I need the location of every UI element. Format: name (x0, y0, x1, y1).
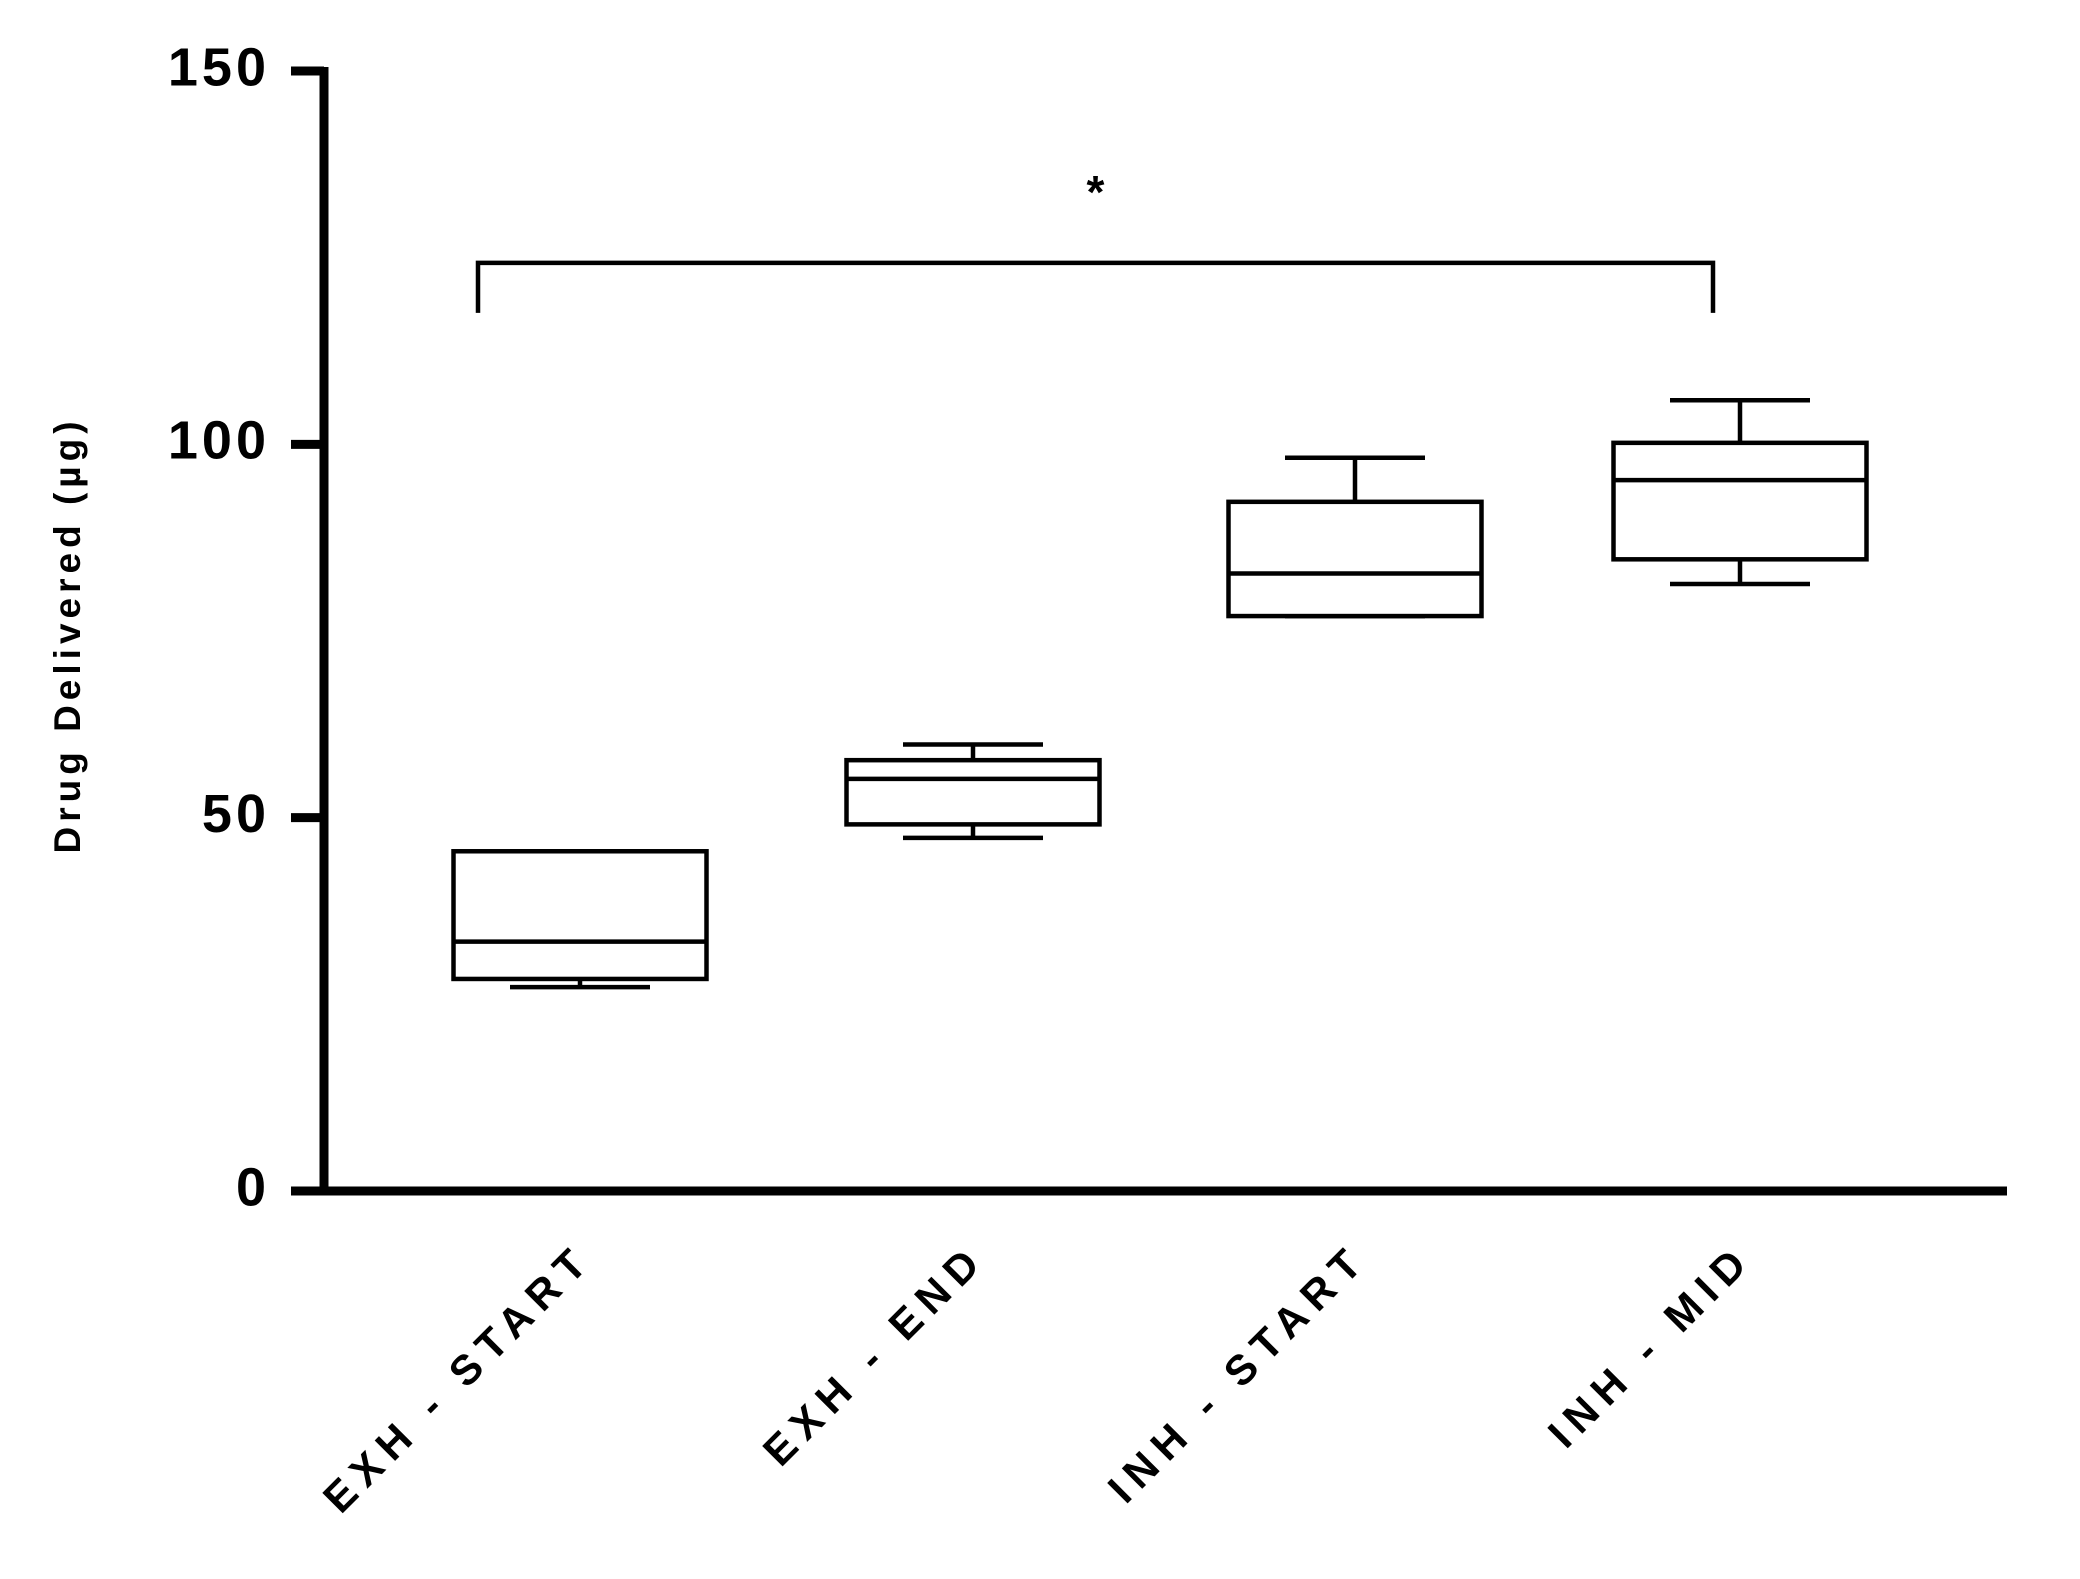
y-tick-label: 0 (236, 1157, 270, 1217)
significance-label: * (1087, 166, 1105, 218)
box (844, 757, 1102, 827)
y-tick-label: 150 (168, 37, 270, 97)
box (451, 849, 709, 982)
y-axis-label: Drug Delivered (µg) (47, 416, 88, 853)
box (1226, 499, 1484, 619)
x-tick-label: INH - MID (1539, 1234, 1761, 1456)
significance-bracket (475, 260, 1716, 313)
y-tick-label: 50 (202, 784, 270, 844)
x-tick-label: INH - START (1099, 1234, 1377, 1512)
y-tick-label: 100 (168, 411, 270, 471)
x-tick-label: EXH - START (314, 1234, 601, 1521)
x-tick-label: EXH - END (754, 1234, 995, 1475)
box (1611, 440, 1869, 562)
